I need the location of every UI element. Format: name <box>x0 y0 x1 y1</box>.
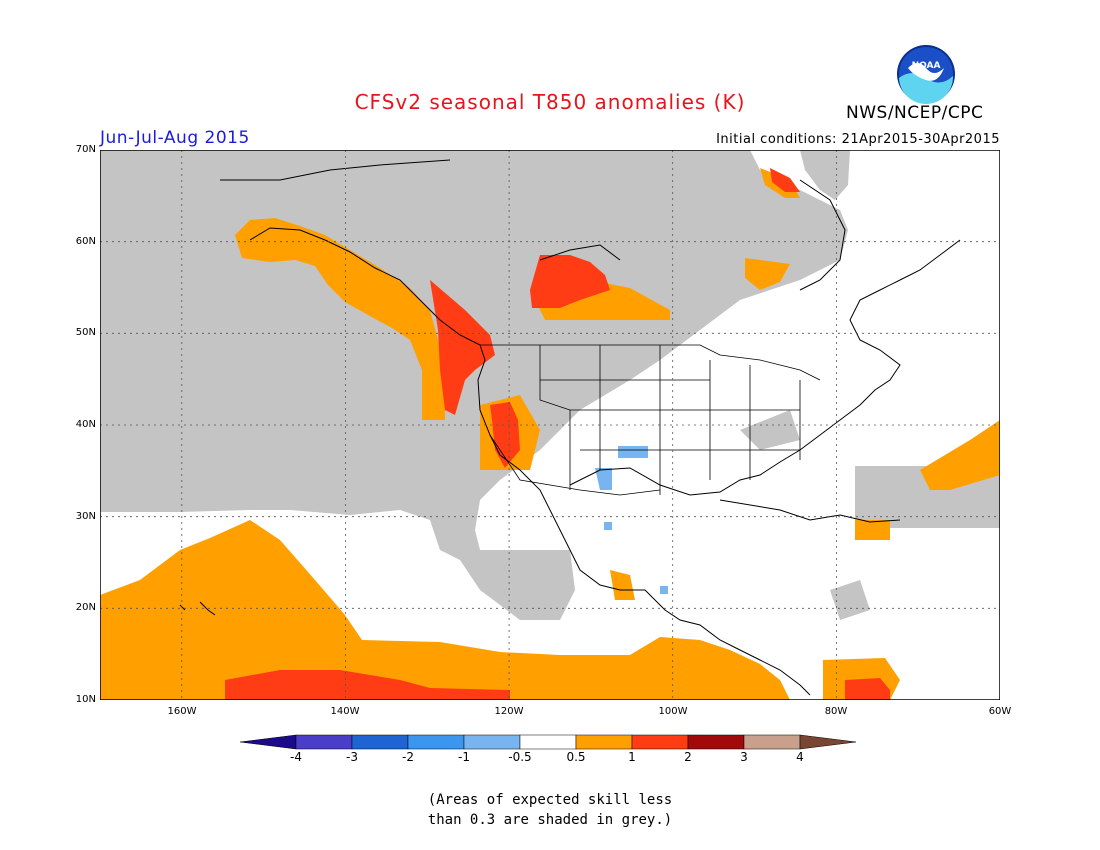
legend-swatch <box>295 734 353 750</box>
lon-label: 120W <box>494 706 524 717</box>
legend-swatch <box>351 734 409 750</box>
legend-label: 4 <box>796 750 804 764</box>
lon-label: 140W <box>330 706 360 717</box>
legend-label: 3 <box>740 750 748 764</box>
legend-swatch <box>519 734 577 750</box>
legend-label: 0.5 <box>566 750 586 764</box>
lon-label: 100W <box>658 706 688 717</box>
lat-label: 40N <box>75 419 96 430</box>
agency-label: NWS/NCEP/CPC <box>846 103 984 123</box>
anomaly-plus-1-to-2 <box>225 168 890 700</box>
forecast-period: Jun-Jul-Aug 2015 <box>100 128 250 148</box>
legend-swatch <box>631 734 689 750</box>
lon-label: 160W <box>167 706 197 717</box>
anomaly-minus-0-5-to-1 <box>595 446 668 594</box>
legend-label: -2 <box>402 750 414 764</box>
logo-text: NOAA <box>912 61 941 71</box>
legend-swatch <box>239 734 297 750</box>
political-borders <box>480 344 821 496</box>
legend-swatch <box>743 734 801 750</box>
map-title: CFSv2 seasonal T850 anomalies (K) <box>354 90 746 114</box>
lat-label: 30N <box>75 511 96 522</box>
lat-label: 10N <box>75 694 96 705</box>
lat-label: 50N <box>75 327 96 338</box>
legend-label: -3 <box>346 750 358 764</box>
legend-label: -1 <box>458 750 470 764</box>
graticule <box>100 150 1000 700</box>
lon-label: 80W <box>824 706 848 717</box>
legend-label: -4 <box>290 750 302 764</box>
color-legend <box>239 734 857 750</box>
initial-conditions: Initial conditions: 21Apr2015-30Apr2015 <box>716 132 1000 147</box>
noaa-logo: NOAA <box>897 45 955 104</box>
legend-label: -0.5 <box>508 750 532 764</box>
legend-swatch <box>575 734 633 750</box>
legend-label: 2 <box>684 750 692 764</box>
coastlines <box>179 159 961 696</box>
legend-swatch <box>463 734 521 750</box>
legend-swatch <box>407 734 465 750</box>
legend-swatch <box>687 734 745 750</box>
lon-label: 60W <box>988 706 1012 717</box>
skill-note-line1: (Areas of expected skill less <box>427 792 673 808</box>
legend-label: 1 <box>628 750 636 764</box>
lat-label: 60N <box>75 236 96 247</box>
lat-label: 70N <box>75 144 96 155</box>
legend-swatches <box>239 734 857 750</box>
anomaly-map <box>100 150 1000 700</box>
legend-swatch <box>799 734 857 750</box>
skill-note-line2: than 0.3 are shaded in grey.) <box>427 812 673 828</box>
lat-label: 20N <box>75 602 96 613</box>
